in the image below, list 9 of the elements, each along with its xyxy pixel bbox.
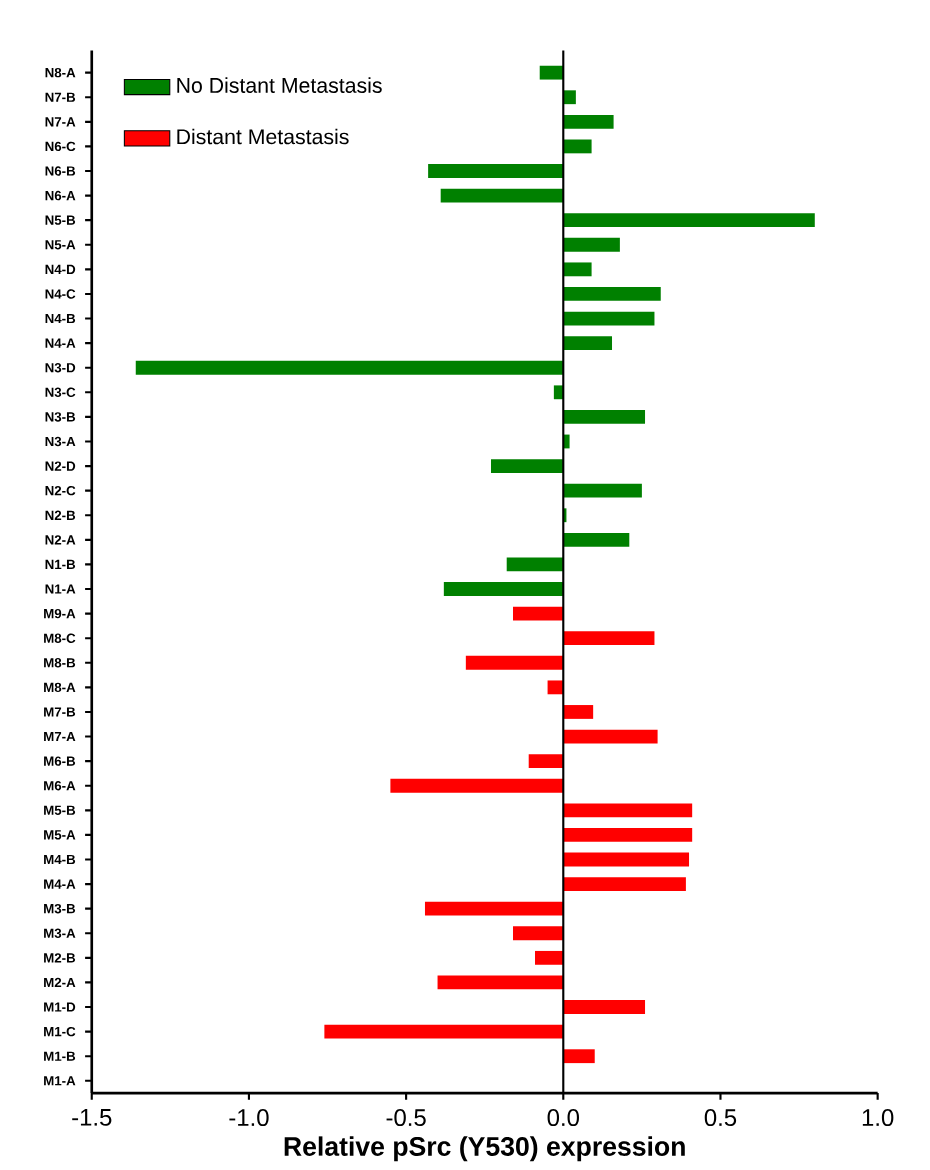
x-tick-label: 0.5: [705, 1109, 737, 1127]
x-tick-label: 1.0: [863, 1109, 894, 1127]
x-tick-label: -0.5: [386, 1109, 426, 1127]
x-tick-label: -1.5: [72, 1109, 112, 1126]
x-tick-label: 0.0: [547, 1109, 580, 1127]
legend-label: Distant Metastasis: [177, 128, 349, 145]
legend-label: No Distant Metastasis: [177, 77, 383, 93]
x-axis-title: Relative pSrc (Y530) expression: [284, 1136, 686, 1162]
x-tick-label: -1.0: [229, 1109, 269, 1127]
